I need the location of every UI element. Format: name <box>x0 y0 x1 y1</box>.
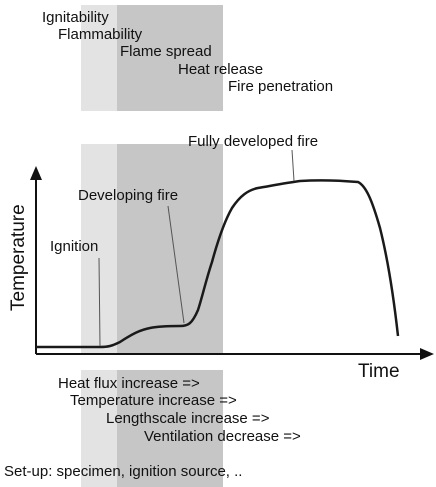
top-band-light <box>81 5 117 111</box>
label-fully-developed-fire: Fully developed fire <box>188 133 318 150</box>
label-developing-fire: Developing fire <box>78 187 178 204</box>
bottom-band-dark <box>117 370 223 487</box>
label-ventilation-decrease: Ventilation decrease => <box>144 428 301 445</box>
y-axis-label: Temperature <box>8 204 29 311</box>
bottom-band-light <box>81 370 117 487</box>
top-band-dark <box>117 5 223 111</box>
leader-developing <box>167 205 185 324</box>
label-setup: Set-up: specimen, ignition source, .. <box>4 463 242 480</box>
label-heat-release: Heat release <box>178 61 263 78</box>
x-axis-arrowhead <box>420 348 434 360</box>
temperature-curve <box>36 179 400 349</box>
label-temperature-increase: Temperature increase => <box>70 392 237 409</box>
label-heat-flux-increase: Heat flux increase => <box>58 375 200 392</box>
leader-ignition <box>98 257 101 347</box>
label-flammability: Flammability <box>58 26 143 43</box>
label-ignitability: Ignitability <box>42 9 109 26</box>
middle-band-dark <box>117 144 223 354</box>
label-fire-penetration: Fire penetration <box>228 78 333 95</box>
leader-fully-developed <box>291 149 295 182</box>
middle-band-light <box>81 144 117 354</box>
x-axis-label: Time <box>358 361 400 382</box>
label-ignition: Ignition <box>50 238 98 255</box>
label-flame-spread: Flame spread <box>120 43 212 60</box>
label-lengthscale-increase: Lengthscale increase => <box>106 410 270 427</box>
y-axis-arrowhead <box>30 166 42 180</box>
